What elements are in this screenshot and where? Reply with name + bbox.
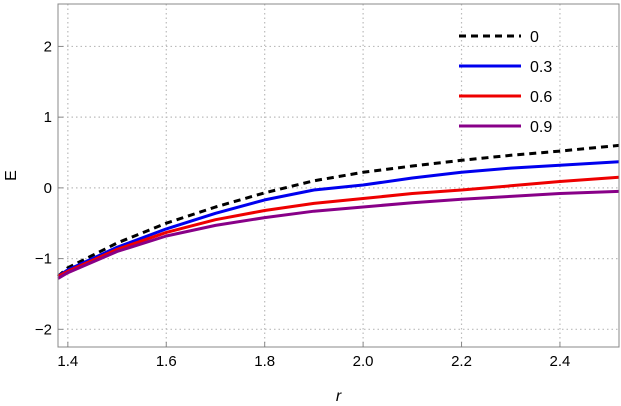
y-tick-label: −2 [35, 321, 52, 338]
y-tick-label: 2 [44, 38, 52, 55]
grid-lines [58, 4, 619, 347]
legend-label: 0 [530, 29, 539, 46]
y-tick-label: −1 [35, 251, 52, 268]
legend-label: 0.6 [530, 89, 552, 106]
series-line [57, 189, 620, 280]
series-line [57, 160, 620, 278]
x-tick-label: 2.0 [353, 353, 374, 370]
series-line [57, 175, 620, 278]
x-axis-label: r [336, 388, 342, 405]
x-axis-ticks: 1.4 1.6 1.8 2.0 2.2 2.4 [57, 342, 570, 370]
series-line [57, 143, 620, 278]
legend-label: 0.9 [530, 119, 552, 136]
y-axis-ticks: −2 −1 0 1 2 [35, 38, 63, 338]
legend: 0 0.3 0.6 0.9 [459, 29, 552, 136]
y-tick-label: 1 [44, 109, 52, 126]
x-tick-label: 2.2 [451, 353, 472, 370]
series-lines [57, 143, 620, 280]
plot-frame [57, 3, 620, 348]
x-tick-label: 2.4 [550, 353, 571, 370]
y-tick-label: 0 [44, 180, 52, 197]
legend-label: 0.3 [530, 59, 552, 76]
y-axis-label: E [3, 170, 20, 181]
x-tick-label: 1.8 [254, 353, 275, 370]
x-tick-label: 1.6 [156, 353, 177, 370]
x-tick-label: 1.4 [57, 353, 78, 370]
